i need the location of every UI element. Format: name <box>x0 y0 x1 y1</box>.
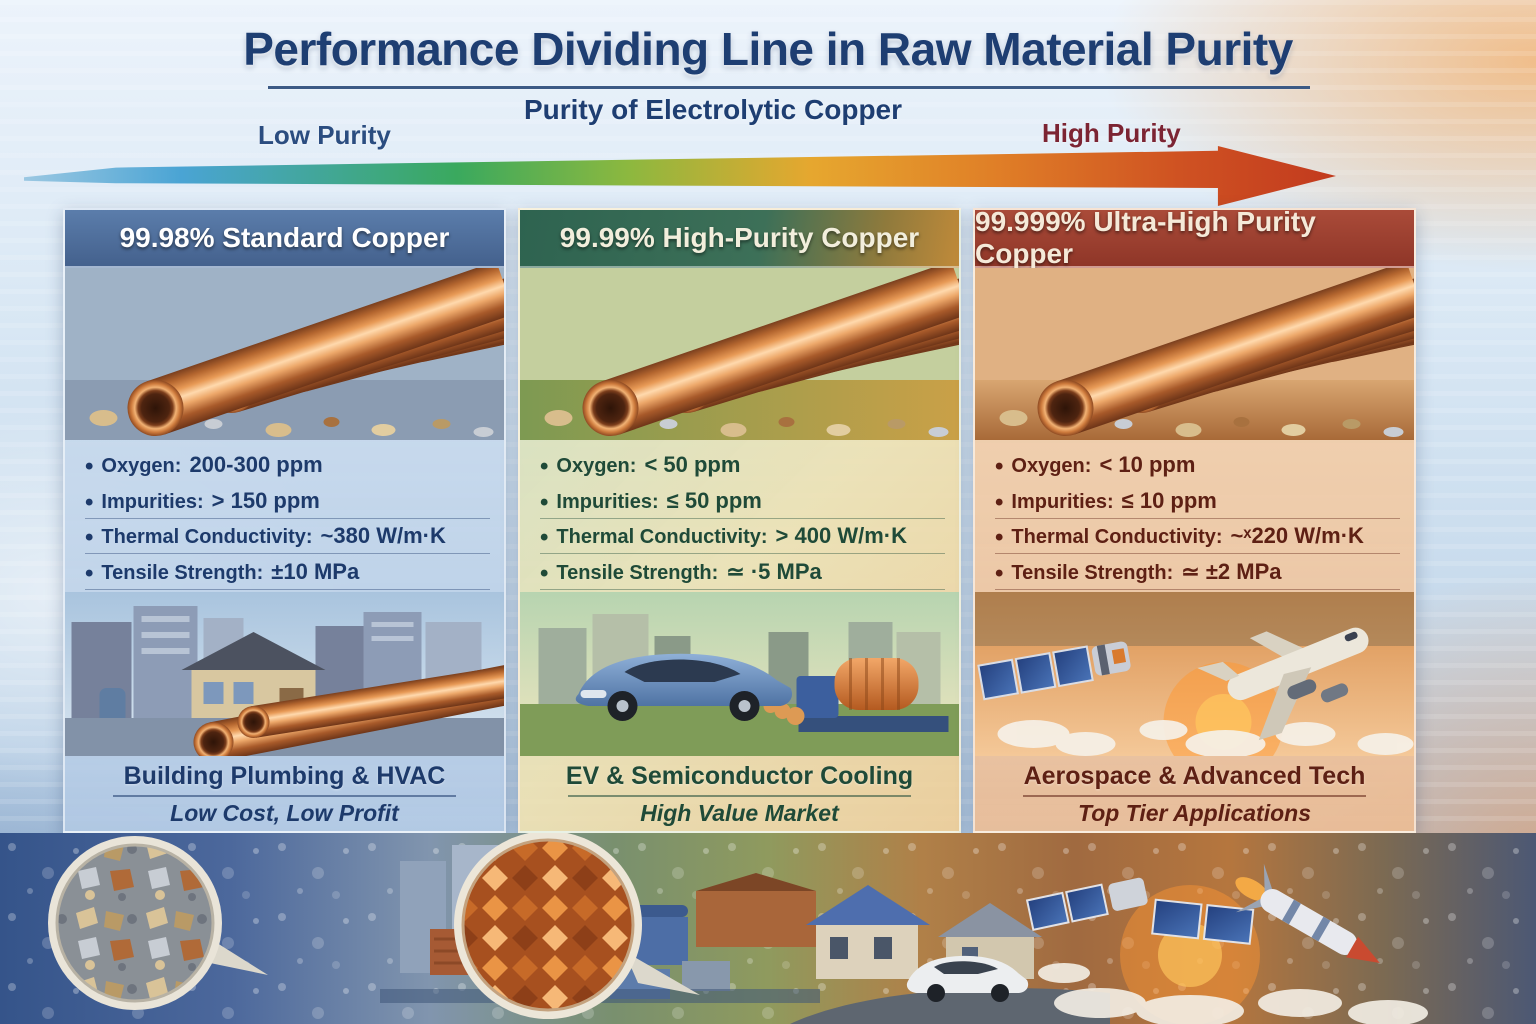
purity-gradient-arrow-icon <box>24 146 1336 206</box>
copper-pipes-illustration <box>65 268 504 440</box>
microstructure-lens-pure-copper <box>454 833 700 1019</box>
spec-list-ultra-high-purity: Oxygen:< 10 ppm Impurities:≤ 10 ppm Ther… <box>975 440 1414 592</box>
copper-pipes-illustration <box>520 268 959 440</box>
application-title: Building Plumbing & HVAC <box>123 762 446 790</box>
column-header-standard: 99.98% Standard Copper <box>65 210 504 268</box>
spec-impurities: Impurities:> 150 ppm <box>85 486 490 519</box>
spec-thermal-conductivity: Thermal Conductivity:~ˣ220 W/m·K <box>995 521 1400 555</box>
application-title: EV & Semiconductor Cooling <box>565 762 914 790</box>
column-header-high-purity: 99.99% High-Purity Copper <box>520 210 959 268</box>
bottom-microstructure-strip <box>0 833 1536 1024</box>
spec-thermal-conductivity: Thermal Conductivity:~380 W/m·K <box>85 521 490 555</box>
residential-houses-scene <box>790 885 1110 1024</box>
plumbing-scene-illustration <box>65 592 504 756</box>
aerospace-scene-illustration <box>975 592 1414 756</box>
application-tagline: Top Tier Applications <box>1078 800 1311 826</box>
title-divider <box>268 86 1310 89</box>
application-title: Aerospace & Advanced Tech <box>1023 762 1366 790</box>
axis-label-high-purity: High Purity <box>1042 118 1181 148</box>
spec-list-high-purity: Oxygen:< 50 ppm Impurities:≤ 50 ppm Ther… <box>520 440 959 592</box>
application-image-plumbing <box>65 592 504 756</box>
application-divider <box>568 795 911 797</box>
copper-pipes-image-ultra-high-purity <box>975 268 1414 440</box>
page-title: Performance Dividing Line in Raw Materia… <box>243 23 1293 75</box>
jet-aircraft-icon <box>1197 627 1369 741</box>
spec-impurities: Impurities:≤ 10 ppm <box>995 486 1400 519</box>
spec-tensile-strength: Tensile Strength:±10 MPa <box>85 557 490 590</box>
spec-tensile-strength: Tensile Strength:≃ ±2 MPa <box>995 557 1400 590</box>
spec-oxygen: Oxygen:< 50 ppm <box>540 450 945 483</box>
bottom-strip-illustration <box>0 833 1536 1024</box>
satellite-icon <box>977 641 1131 701</box>
spec-tensile-strength: Tensile Strength:≃ ·5 MPa <box>540 557 945 590</box>
spec-oxygen: Oxygen:< 10 ppm <box>995 450 1400 483</box>
spec-list-standard: Oxygen:200-300 ppm Impurities:> 150 ppm … <box>65 440 504 592</box>
column-high-purity-copper: 99.99% High-Purity Copper Oxygen:< 50 pp… <box>518 208 961 833</box>
column-standard-copper: 99.98% Standard Copper Oxygen:200-300 pp… <box>63 208 506 833</box>
application-image-aerospace <box>975 592 1414 756</box>
application-image-ev-cooling <box>520 592 959 756</box>
application-divider <box>113 795 456 797</box>
application-divider <box>1023 795 1366 797</box>
axis-label-low-purity: Low Purity <box>258 120 391 150</box>
subtitle: Purity of Electrolytic Copper <box>523 94 903 125</box>
microstructure-lens-impure <box>48 836 268 1010</box>
copper-pipes-image-high-purity <box>520 268 959 440</box>
satellite-rocket-scene <box>1025 863 1428 1024</box>
application-block-standard: Building Plumbing & HVAC Low Cost, Low P… <box>65 756 504 833</box>
copper-pipes-illustration <box>975 268 1414 440</box>
spec-impurities: Impurities:≤ 50 ppm <box>540 486 945 519</box>
application-tagline: High Value Market <box>640 800 839 826</box>
spec-thermal-conductivity: Thermal Conductivity:> 400 W/m·K <box>540 521 945 555</box>
white-car-icon <box>906 955 1029 1002</box>
application-tagline: Low Cost, Low Profit <box>170 800 399 826</box>
application-block-ultra-high-purity: Aerospace & Advanced Tech Top Tier Appli… <box>975 756 1414 833</box>
column-ultra-high-purity-copper: 99.999% Ultra-High Purity Copper Oxygen:… <box>973 206 1416 833</box>
spec-oxygen: Oxygen:200-300 ppm <box>85 450 490 483</box>
ev-cooling-scene-illustration <box>520 592 959 756</box>
column-header-ultra-high-purity: 99.999% Ultra-High Purity Copper <box>975 206 1414 269</box>
copper-pipes-image-standard <box>65 268 504 440</box>
application-block-high-purity: EV & Semiconductor Cooling High Value Ma… <box>520 756 959 833</box>
